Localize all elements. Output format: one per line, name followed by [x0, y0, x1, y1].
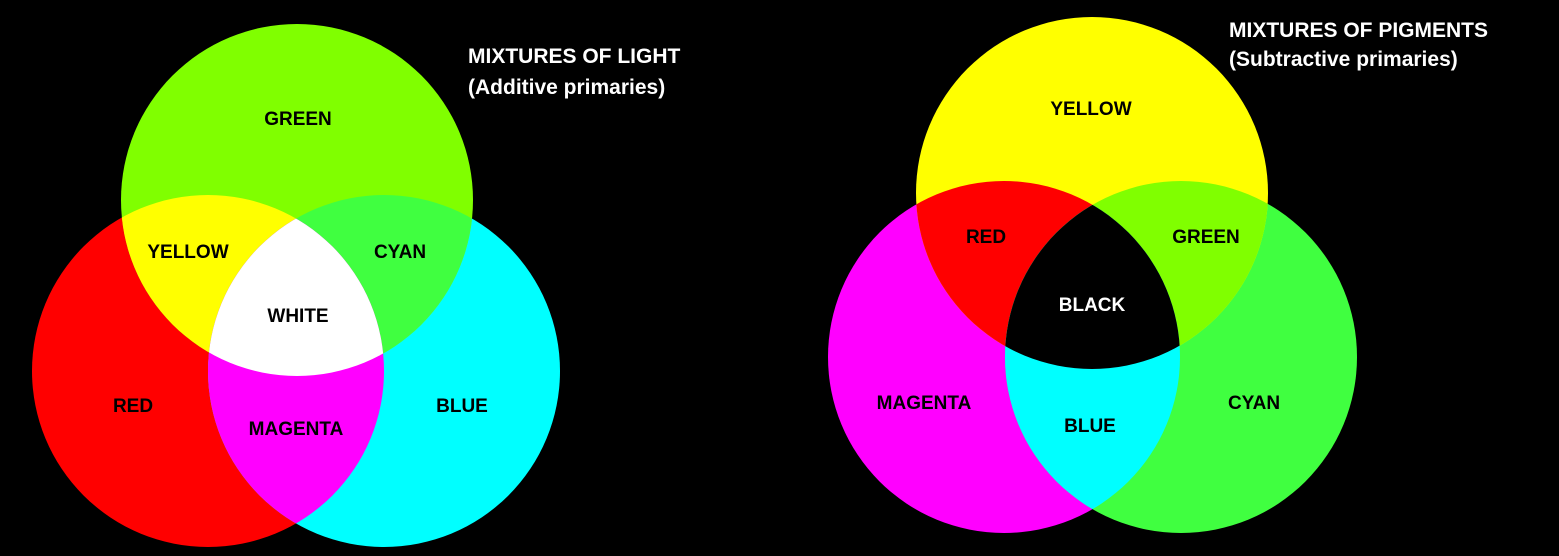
subtractive-diagram: YELLOW RED GREEN BLACK MAGENTA BLUE CYAN…	[828, 17, 1488, 533]
label-yellow-sub: YELLOW	[1050, 99, 1131, 120]
label-blue-sub: BLUE	[1064, 416, 1116, 437]
subtractive-subtitle: (Subtractive primaries)	[1229, 48, 1458, 71]
label-black-sub: BLACK	[1059, 295, 1126, 316]
label-green: GREEN	[264, 109, 332, 130]
white-overlap	[208, 195, 384, 376]
label-red-sub: RED	[966, 227, 1006, 248]
additive-title: MIXTURES OF LIGHT	[468, 45, 681, 68]
label-blue: BLUE	[436, 396, 488, 417]
label-magenta-sub: MAGENTA	[877, 393, 972, 414]
label-cyan-sub: CYAN	[1228, 393, 1280, 414]
additive-diagram: GREEN YELLOW CYAN WHITE RED MAGENTA BLUE…	[32, 24, 681, 547]
additive-subtitle: (Additive primaries)	[468, 76, 665, 99]
label-white: WHITE	[267, 306, 328, 327]
label-green-sub: GREEN	[1172, 227, 1240, 248]
label-cyan: CYAN	[374, 242, 426, 263]
label-magenta: MAGENTA	[249, 419, 344, 440]
black-overlap	[1005, 181, 1180, 369]
subtractive-title: MIXTURES OF PIGMENTS	[1229, 19, 1488, 42]
label-yellow: YELLOW	[147, 242, 228, 263]
label-red: RED	[113, 396, 153, 417]
